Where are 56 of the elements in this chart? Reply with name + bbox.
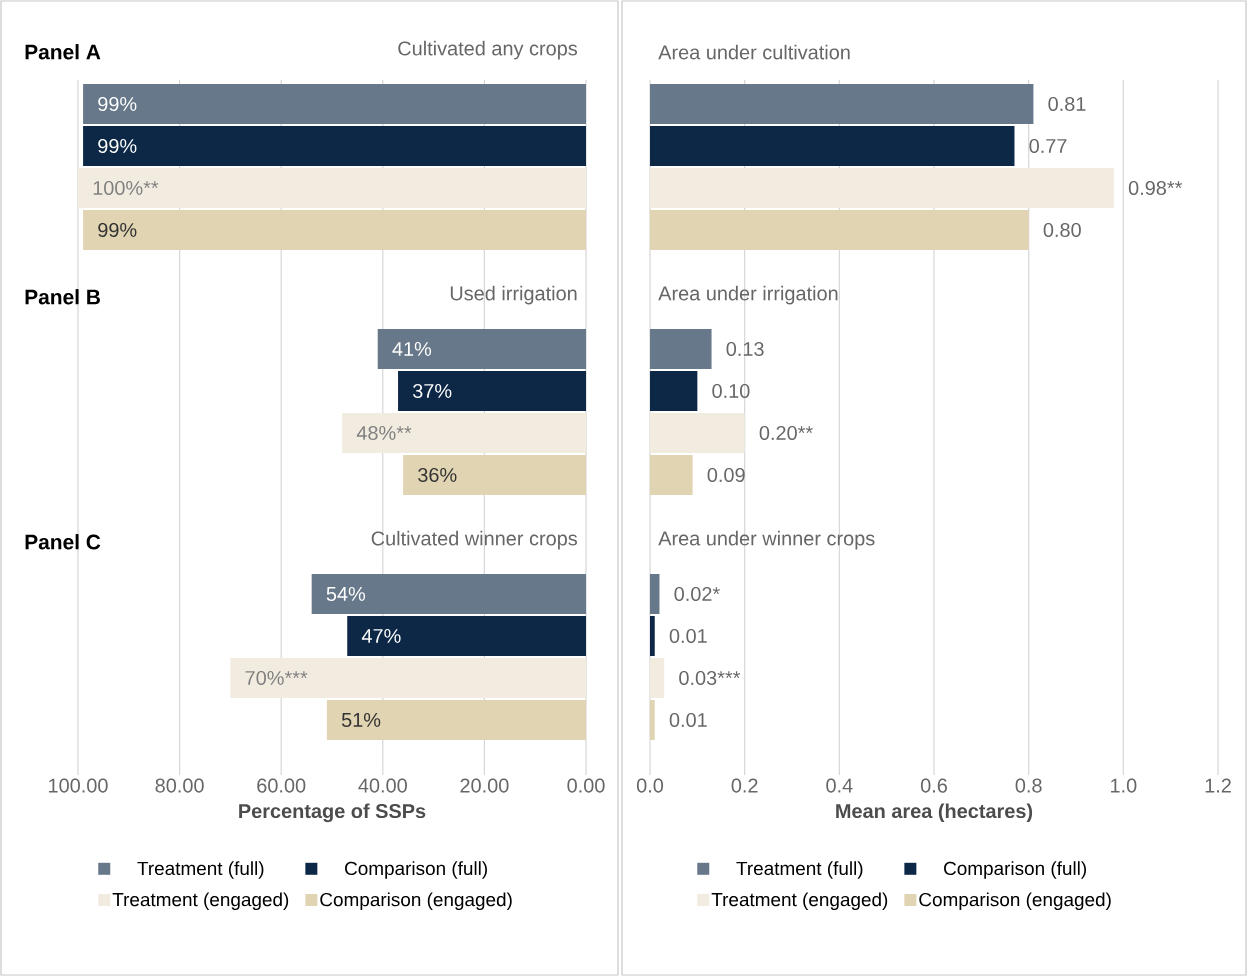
data-label: 0.03*** [679,670,741,686]
y-tick-label: Area under winner crops [658,530,875,550]
data-label: 0.77 [1029,138,1067,154]
x-tick-label: 0.00 [567,778,605,793]
y-tick-label: Cultivated any crops [398,40,578,60]
data-label: 0.81 [1048,96,1086,112]
x-tick-label: 1.2 [1205,778,1231,793]
data-label: 54% [326,586,366,601]
legend-label: Treatment (engaged) [112,892,289,911]
y-tick-label: Cultivated winner crops [371,530,578,550]
data-label: 37% [413,383,452,399]
data-label: 100%** [93,180,159,196]
x-tick-label: 0.8 [1015,778,1042,793]
x-axis-title: Mean area (hectares) [836,803,1033,823]
data-label: 48%** [356,425,412,441]
legend-label: Comparison (engaged) [919,892,1111,911]
x-tick-label: 100.00 [49,778,108,793]
text: Panel A [25,44,101,60]
legend-label: Comparison (engaged) [320,892,512,911]
x-axis-title: Percentage of SSPs [239,803,426,823]
x-tick-label: 1.0 [1111,778,1137,793]
legend-label: Comparison (full) [944,861,1086,879]
data-label: 47% [361,629,401,643]
annotation: Panel B [25,289,100,305]
legend-label: Treatment (full) [736,861,863,879]
legend-label: Treatment (engaged) [711,892,888,911]
x-tick-label: 0.2 [731,778,758,793]
x-tick-label: 0.0 [636,778,664,793]
y-tick-label: Area under irrigation [658,285,838,305]
x-tick-label: 0.4 [826,778,853,793]
data-label: 99% [98,222,137,238]
x-tick-label: 40.00 [358,778,407,793]
data-label: 0.13 [726,341,764,357]
data-label: 0.01 [669,712,707,728]
y-tick-label: Used irrigation [450,285,577,305]
data-label: 0.10 [712,383,750,399]
data-label: 51% [341,712,381,727]
legend-label: Treatment (full) [137,861,264,879]
y-tick-label: Area under cultivation [658,44,850,60]
data-label: 99% [98,138,137,154]
data-label: 70%*** [245,670,308,686]
data-label: 0.09 [707,467,745,483]
data-label: 0.01 [669,628,707,644]
data-label: 0.02* [674,586,720,602]
data-label: 0.98** [1128,180,1183,196]
x-tick-label: 0.6 [920,778,947,793]
x-tick-label: 60.00 [257,778,306,793]
legend-label: Comparison (full) [345,861,487,879]
data-label: 41% [392,342,432,356]
data-label: 36% [418,467,457,483]
x-tick-label: 80.00 [155,778,204,793]
data-label: 0.20** [759,425,813,441]
annotation: Panel C [25,534,101,550]
data-label: 0.80 [1043,222,1081,238]
data-label: 99% [98,96,137,112]
x-tick-label: 20.00 [460,778,509,793]
